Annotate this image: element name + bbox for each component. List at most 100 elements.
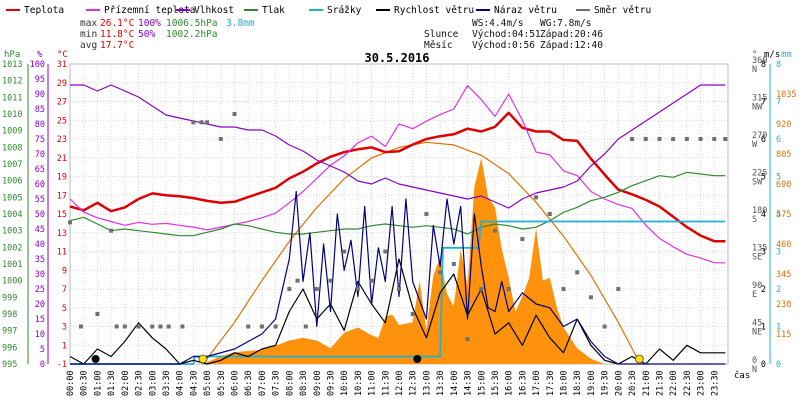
wind-direction-point [314, 287, 319, 291]
unit-ms: m/s [764, 50, 780, 60]
rain-tick: 8 [776, 60, 781, 70]
x-tick-label: 02:30 [135, 370, 145, 396]
humidity-tick: 35 [35, 255, 45, 265]
humidity-tick: 15 [35, 315, 45, 325]
wind-direction-point [273, 324, 278, 329]
moon-label: Měsíc [424, 40, 453, 51]
wind-dir-deg-tick: 45 [752, 319, 762, 329]
wind-direction-point [561, 287, 566, 291]
wind-dir-name-tick: NE [752, 328, 762, 338]
x-tick-label: 07:00 [258, 370, 268, 396]
temperature-tick: 25 [57, 116, 67, 126]
wind-direction-point [328, 278, 333, 283]
humidity-tick: 20 [35, 300, 45, 310]
x-tick-label: 00:00 [66, 370, 76, 396]
rain-tick: 3 [776, 248, 781, 258]
pressure-tick: 999 [2, 293, 17, 303]
wind-direction-point [657, 137, 662, 141]
wind-direction-point [199, 120, 204, 125]
temperature-tick: 31 [57, 60, 67, 70]
unit-degc: °C [57, 50, 68, 60]
pressure-tick: 1004 [2, 210, 22, 220]
x-tick-label: 06:00 [231, 370, 241, 396]
sun-moon-block: WS:4.4m/s WG:7.8m/s Slunce Východ:04:51 … [424, 18, 603, 51]
solar-tick: 345 [776, 270, 791, 280]
x-tick-label: 19:30 [601, 370, 611, 396]
wind-speed-tick: 7 [761, 98, 766, 108]
wind-direction-point [479, 287, 484, 291]
stat-avg-temp: 17.7°C [100, 40, 134, 51]
humidity-tick: 90 [35, 90, 45, 100]
temperature-tick: 23 [57, 135, 67, 145]
x-tick-label: 17:00 [532, 370, 542, 396]
wind-direction-point [506, 287, 511, 291]
wind-direction-point [295, 278, 300, 283]
wind-speed-tick: 8 [761, 60, 766, 70]
wind-direction-point [303, 324, 308, 329]
temperature-tick: 11 [57, 248, 67, 258]
x-tick-label: 08:00 [285, 370, 295, 396]
humidity-tick: 45 [35, 225, 45, 235]
x-tick-label: 19:00 [587, 370, 597, 396]
stat-max-hum: 100% [138, 18, 161, 29]
pressure-tick: 1008 [2, 143, 22, 153]
marker-layer [91, 354, 644, 364]
x-tick-label: 16:30 [518, 370, 528, 396]
wind-speed-tick: 5 [761, 173, 766, 183]
moon-event-marker [91, 355, 100, 363]
humidity-tick: 50 [35, 210, 45, 220]
unit-deg: ° [752, 50, 757, 60]
moonset: Západ:12:40 [540, 40, 603, 51]
wind-dir-name-tick: S [752, 215, 757, 225]
legend-label: Náraz větru [494, 5, 557, 16]
wind-direction-point [671, 137, 676, 141]
wind-dir-name-tick: SW [752, 178, 763, 188]
wind-dir-name-tick: N [752, 65, 757, 75]
pressure-tick: 997 [2, 327, 17, 337]
x-tick-label: 18:00 [560, 370, 570, 396]
solar-tick: 460 [776, 240, 791, 250]
unit-pct: % [37, 50, 43, 60]
wind-speed-tick: 2 [761, 285, 766, 295]
series-vlhkost [70, 84, 726, 209]
x-tick-label: 06:30 [244, 370, 254, 396]
x-tick-label: 12:30 [409, 370, 419, 396]
solar-tick: 115 [776, 330, 791, 340]
wind-dir-name-tick: E [752, 290, 757, 300]
stat-max-rain: 3.8mm [226, 18, 255, 29]
wind-dir-name-tick: W [752, 140, 758, 150]
rain-tick: 7 [776, 98, 781, 108]
x-tick-label: 18:30 [573, 370, 583, 396]
temperature-tick: 19 [57, 173, 67, 183]
wind-direction-point [114, 324, 119, 329]
wind-direction-point [451, 262, 456, 266]
wind-direction-point [520, 237, 525, 241]
unit-time: čas [734, 370, 750, 381]
solar-tick: 575 [776, 210, 791, 220]
wind-speed-tick: 3 [761, 248, 766, 258]
legend-label: Přízemní teplota [104, 5, 196, 16]
pressure-tick: 1000 [2, 277, 22, 287]
wind-dir-deg-tick: 0 [752, 356, 757, 366]
wind-direction-point [369, 278, 374, 283]
series-teoretick-slune-n-z-en- [202, 141, 641, 365]
solar-radiation-area [202, 157, 605, 364]
x-tick-label: 21:30 [655, 370, 665, 396]
wind-direction-point [246, 324, 251, 329]
series-sr-ky [70, 220, 726, 365]
x-tick-label: 03:30 [162, 370, 172, 396]
stat-min-press: 1002.2hPa [166, 29, 217, 40]
x-tick-label: 08:30 [299, 370, 309, 396]
humidity-tick: 5 [40, 345, 45, 355]
wind-direction-point [205, 120, 210, 125]
solar-tick: 805 [776, 150, 791, 160]
wind-direction-point [575, 270, 580, 275]
humidity-tick: 70 [35, 150, 45, 160]
humidity-tick: 40 [35, 240, 45, 250]
x-tick-label: 20:00 [614, 370, 624, 396]
x-tick-label: 23:00 [697, 370, 707, 396]
x-tick-label: 22:00 [669, 370, 679, 396]
temperature-tick: 1 [62, 341, 67, 351]
